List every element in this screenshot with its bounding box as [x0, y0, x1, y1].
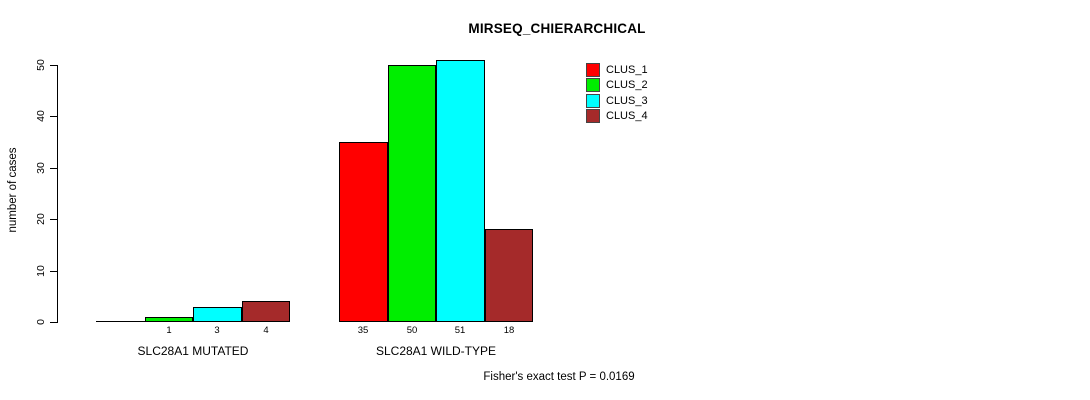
bar-clus-4-mutated — [242, 301, 290, 322]
y-axis-tick — [50, 168, 57, 169]
bar-value-label: 18 — [503, 325, 515, 336]
y-axis-title: number of cases — [7, 147, 19, 233]
x-axis-group-label: SLC28A1 MUTATED — [137, 344, 249, 358]
bar-value-label: 4 — [263, 325, 269, 336]
bar-clus-1-wild-type — [339, 142, 388, 322]
bar-value-label: 1 — [166, 325, 172, 336]
bar-clus-1-mutated — [96, 321, 145, 322]
bar-value-label: 35 — [357, 325, 369, 336]
y-axis-tick — [50, 65, 57, 66]
legend-label: CLUS_1 — [606, 63, 648, 76]
bar-clus-4-wild-type — [485, 229, 533, 322]
y-axis-tick-label: 10 — [34, 265, 47, 277]
bar-value-label: 3 — [214, 325, 220, 336]
y-axis-tick — [50, 116, 57, 117]
bar-clus-2-wild-type — [388, 65, 436, 322]
bar-value-label: 50 — [406, 325, 418, 336]
bar-clus-3-wild-type — [436, 60, 485, 322]
y-axis-tick — [50, 322, 57, 323]
legend-item: CLUS_3 — [586, 93, 648, 109]
fisher-test-annotation: Fisher's exact test P = 0.0169 — [483, 371, 635, 383]
legend-label: CLUS_3 — [606, 94, 648, 107]
legend: CLUS_1 CLUS_2 CLUS_3 CLUS_4 — [586, 62, 648, 124]
legend-swatch — [586, 62, 600, 77]
y-axis-tick — [50, 219, 57, 220]
legend-swatch — [586, 78, 600, 93]
legend-item: CLUS_2 — [586, 78, 648, 94]
legend-label: CLUS_4 — [606, 110, 648, 123]
legend-swatch — [586, 93, 600, 108]
y-axis-tick-label: 40 — [34, 110, 47, 122]
legend-label: CLUS_2 — [606, 79, 648, 92]
y-axis-tick-label: 30 — [34, 162, 47, 174]
x-axis-group-label: SLC28A1 WILD-TYPE — [375, 344, 497, 358]
y-axis-tick — [50, 271, 57, 272]
bar-value-label: 51 — [454, 325, 466, 336]
chart-title: MIRSEQ_CHIERARCHICAL — [468, 21, 646, 36]
bar-clus-3-mutated — [193, 307, 242, 322]
bar-clus-2-mutated — [145, 317, 193, 322]
legend-item: CLUS_4 — [586, 109, 648, 125]
legend-swatch — [586, 109, 600, 124]
y-axis-line — [57, 65, 58, 323]
legend-item: CLUS_1 — [586, 62, 648, 78]
y-axis-tick-label: 20 — [34, 213, 47, 225]
y-axis-tick-label: 0 — [34, 319, 47, 325]
y-axis-tick-label: 50 — [34, 59, 47, 71]
